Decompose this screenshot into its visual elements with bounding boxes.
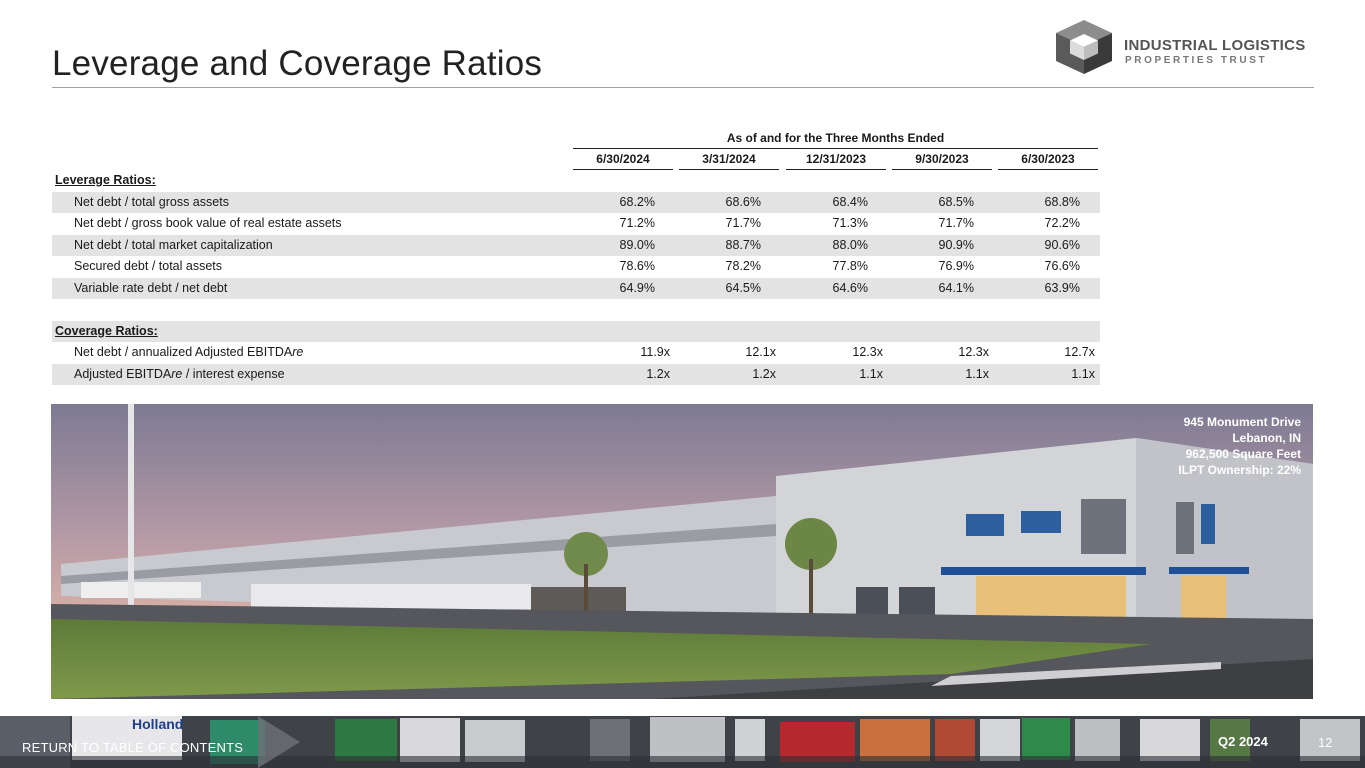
title-divider: [52, 87, 1314, 88]
column-header: 6/30/2024: [573, 150, 673, 170]
section-row-leverage: Leverage Ratios:: [52, 170, 1100, 192]
cell-value: 71.7%: [725, 216, 761, 230]
column-header: 9/30/2023: [892, 150, 992, 170]
cell-value: 64.6%: [832, 280, 868, 295]
row-label: Variable rate debt / net debt: [74, 280, 228, 295]
cell-value: 1.1x: [965, 366, 989, 381]
table-body: Leverage Ratios: Net debt / total gross …: [52, 170, 1100, 385]
cell-value: 71.2%: [619, 216, 655, 230]
column-header: 3/31/2024: [679, 150, 779, 170]
cell-value: 1.2x: [646, 366, 670, 381]
cell-value: 76.9%: [938, 259, 974, 273]
row-label: Secured debt / total assets: [74, 259, 223, 273]
spacer-row: [52, 299, 1100, 321]
cell-value: 71.3%: [832, 216, 868, 230]
cell-value: 68.2%: [619, 194, 655, 209]
cell-value: 89.0%: [619, 237, 655, 252]
cell-value: 71.7%: [938, 216, 974, 230]
table-row: Adjusted EBITDAre / interest expense 1.2…: [52, 363, 1100, 385]
table-row: Net debt / total market capitalization 8…: [52, 234, 1100, 256]
column-headers: 6/30/2024 3/31/2024 12/31/2023 9/30/2023…: [52, 150, 1100, 170]
cell-value: 64.1%: [938, 280, 974, 295]
row-label: Net debt / total gross assets: [74, 194, 229, 209]
cell-value: 12.3x: [958, 345, 989, 359]
cell-value: 1.2x: [752, 366, 776, 381]
table-row: Variable rate debt / net debt 64.9% 64.5…: [52, 277, 1100, 299]
cell-value: 78.6%: [619, 259, 655, 273]
company-logo: INDUSTRIAL LOGISTICS PROPERTIES TRUST: [1054, 20, 1324, 74]
logo-company-subname: PROPERTIES TRUST: [1125, 55, 1268, 66]
period-header: As of and for the Three Months Ended: [573, 128, 1098, 149]
table-row: Net debt / annualized Adjusted EBITDAre …: [52, 342, 1100, 364]
caption-city: Lebanon, IN: [1232, 431, 1301, 445]
caption-ownership: ILPT Ownership: 22%: [1178, 463, 1301, 477]
cell-value: 63.9%: [1044, 280, 1080, 295]
cell-value: 78.2%: [725, 259, 761, 273]
cell-value: 1.1x: [859, 366, 883, 381]
cell-value: 90.6%: [1044, 237, 1080, 252]
table-row: Secured debt / total assets 78.6% 78.2% …: [52, 256, 1100, 278]
cell-value: 64.5%: [725, 280, 761, 295]
cell-value: 77.8%: [832, 259, 868, 273]
section-row-coverage: Coverage Ratios:: [52, 320, 1100, 342]
footer-bar: Holland RETURN TO TABLE OF CONTENTS Q2 2…: [0, 716, 1365, 768]
column-header: 12/31/2023: [786, 150, 886, 170]
table-row: Net debt / gross book value of real esta…: [52, 213, 1100, 235]
cell-value: 11.9x: [640, 345, 670, 359]
footer-quarter: Q2 2024: [1218, 734, 1268, 749]
column-header: 6/30/2023: [998, 150, 1098, 170]
cell-value: 68.5%: [938, 194, 974, 209]
footer-trucks-banner: Holland: [0, 716, 1365, 768]
section-title: Coverage Ratios:: [55, 323, 158, 338]
row-label: Net debt / annualized Adjusted EBITDAre: [74, 345, 304, 359]
page-number: 12: [1318, 735, 1333, 750]
cell-value: 88.7%: [725, 237, 761, 252]
cell-value: 12.1x: [745, 345, 776, 359]
cell-value: 88.0%: [832, 237, 868, 252]
cell-value: 68.6%: [725, 194, 761, 209]
cell-value: 1.1x: [1071, 366, 1095, 381]
cell-value: 72.2%: [1044, 216, 1080, 230]
cell-value: 68.8%: [1044, 194, 1080, 209]
property-photo: 945 Monument Drive Lebanon, IN 962,500 S…: [51, 404, 1313, 699]
warehouse-illustration: [51, 404, 1313, 699]
return-to-toc-link[interactable]: RETURN TO TABLE OF CONTENTS: [22, 740, 244, 755]
cell-value: 68.4%: [832, 194, 868, 209]
caption-square-feet: 962,500 Square Feet: [1185, 447, 1301, 461]
section-title: Leverage Ratios:: [55, 173, 156, 187]
table-row: Net debt / total gross assets 68.2% 68.6…: [52, 191, 1100, 213]
truck-lettering: Holland: [132, 716, 183, 732]
page-title: Leverage and Coverage Ratios: [52, 44, 543, 83]
row-label: Net debt / total market capitalization: [74, 237, 273, 252]
logo-company-name: INDUSTRIAL LOGISTICS: [1124, 37, 1306, 54]
cube-logo-icon: [1056, 20, 1112, 74]
cell-value: 90.9%: [938, 237, 974, 252]
caption-address: 945 Monument Drive: [1183, 415, 1301, 429]
row-label: Adjusted EBITDAre / interest expense: [74, 366, 285, 381]
cell-value: 12.3x: [852, 345, 883, 359]
cell-value: 76.6%: [1044, 259, 1080, 273]
row-label: Net debt / gross book value of real esta…: [74, 216, 342, 230]
property-caption: 945 Monument Drive Lebanon, IN 962,500 S…: [1178, 414, 1301, 478]
cell-value: 64.9%: [619, 280, 655, 295]
cell-value: 12.7x: [1064, 345, 1095, 359]
